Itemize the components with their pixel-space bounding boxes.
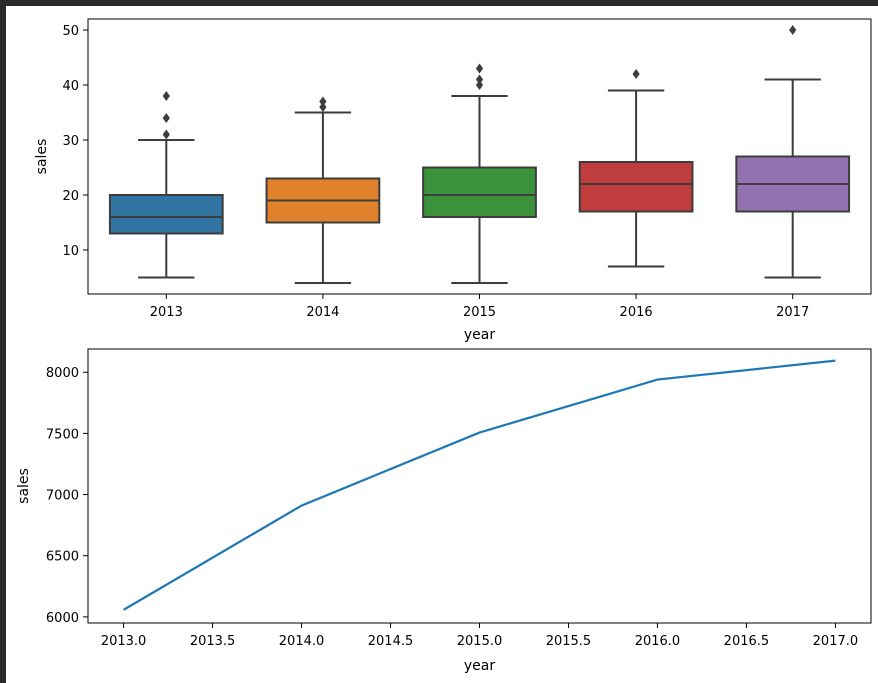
outlier-point <box>475 63 484 74</box>
x-axis-label: year <box>464 327 495 343</box>
x-tick-label: 2015 <box>463 305 496 320</box>
box-body <box>108 194 224 235</box>
box-2015 <box>422 63 537 284</box>
y-tick-label: 6500 <box>46 550 79 565</box>
box-2017 <box>735 25 851 279</box>
x-tick-label: 2017.0 <box>813 634 859 649</box>
y-tick-label: 6000 <box>46 611 79 626</box>
outlier-point <box>789 25 797 35</box>
outlier-point <box>632 69 640 79</box>
y-tick-label: 10 <box>62 244 79 259</box>
x-tick-label: 2013.0 <box>101 634 147 649</box>
figure: 10 20 30 40 50 2013 2014 2015 2016 2017 year sales 6… <box>6 6 878 683</box>
x-axis-label: year <box>464 658 495 674</box>
y-tick-label: 7500 <box>46 427 79 442</box>
x-tick-label: 2014.0 <box>279 634 325 649</box>
x-tick-label: 2015.5 <box>546 634 592 649</box>
chart-figure: 10 20 30 40 50 2013 2014 2015 2016 2017 year sales 6… <box>16 18 872 674</box>
y-tick-label: 50 <box>62 24 79 39</box>
outlier-point <box>475 80 484 90</box>
outlier-point <box>319 102 327 112</box>
box-2016 <box>578 69 694 268</box>
y-tick-label: 30 <box>62 134 79 149</box>
y-tick-label: 40 <box>62 79 79 94</box>
box-body <box>578 161 694 213</box>
line-plot-frame <box>87 348 872 624</box>
y-tick-label: 7000 <box>46 489 79 504</box>
x-tick-label: 2016.5 <box>724 634 770 649</box>
x-tick-label: 2016.0 <box>635 634 681 649</box>
x-tick-label: 2017 <box>776 305 809 320</box>
y-tick-label: 20 <box>62 189 79 204</box>
outlier-point <box>162 113 170 123</box>
outlier-point <box>319 96 327 107</box>
sales-line <box>123 359 836 611</box>
y-axis-label: sales <box>16 468 32 504</box>
x-tick-label: 2013.5 <box>190 634 236 649</box>
box-body <box>422 166 537 218</box>
x-tick-label: 2015.0 <box>457 634 503 649</box>
x-tick-label: 2016 <box>620 305 653 320</box>
x-tick-label: 2014.5 <box>368 634 414 649</box>
y-tick-label: 8000 <box>46 366 79 381</box>
x-tick-label: 2013 <box>150 305 183 320</box>
y-axis-label: sales <box>34 139 50 175</box>
outlier-point <box>162 129 170 140</box>
outlier-point <box>475 74 484 85</box>
outlier-point <box>162 91 170 101</box>
x-tick-label: 2014 <box>306 305 339 320</box>
box-2013 <box>108 91 224 279</box>
box-2014 <box>265 96 381 284</box>
